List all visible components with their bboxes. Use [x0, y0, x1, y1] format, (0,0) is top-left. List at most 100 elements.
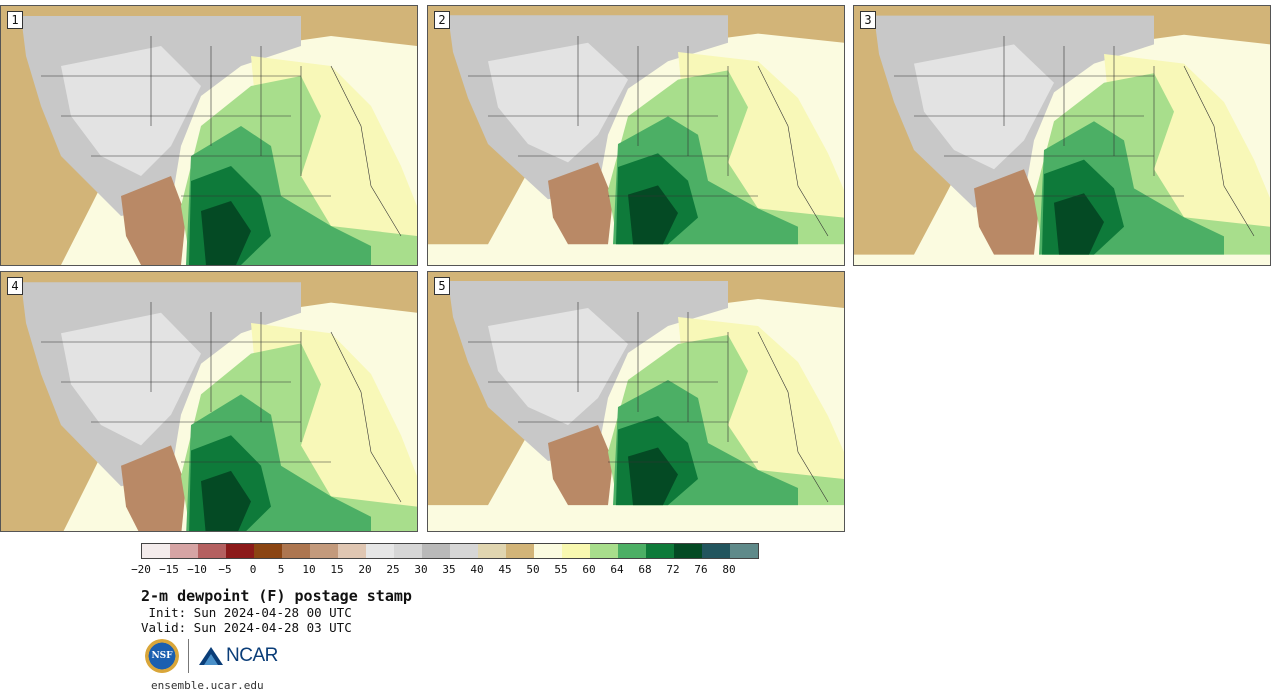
- colorbar-tick-label: 45: [498, 563, 512, 576]
- colorbar-tick-label: 0: [249, 563, 257, 576]
- colorbar-tick-label: 10: [302, 563, 316, 576]
- state-borders: [894, 36, 1255, 237]
- colorbar-swatch: [310, 544, 338, 558]
- colorbar-tick-label: 76: [694, 563, 708, 576]
- brown-desert-field: [548, 162, 613, 245]
- stamp-panel-5: 5: [427, 271, 845, 532]
- logos: NSF NCAR: [145, 637, 278, 675]
- dewpoint-map-1: [1, 6, 417, 265]
- state-border-line: [757, 65, 829, 237]
- deep-green-field: [1054, 193, 1104, 255]
- colorbar-swatch: [366, 544, 394, 558]
- site-url: ensemble.ucar.edu: [151, 679, 264, 692]
- valid-time: Valid: Sun 2024-04-28 03 UTC: [141, 620, 352, 635]
- colorbar-tick-label: −5: [218, 563, 232, 576]
- stamp-panel-2: 2: [427, 5, 845, 266]
- ncar-wordmark: NCAR: [226, 645, 278, 666]
- colorbar-swatch: [534, 544, 562, 558]
- colorbar-swatch: [254, 544, 282, 558]
- deep-green-field: [628, 185, 678, 245]
- light-grey-field: [488, 42, 628, 163]
- colorbar-swatch: [674, 544, 702, 558]
- state-borders: [468, 36, 829, 237]
- colorbar-tick-label: 15: [330, 563, 344, 576]
- colorbar-tick-label: 30: [414, 563, 428, 576]
- colorbar-tick-label: 50: [526, 563, 540, 576]
- field-group: [1, 272, 417, 531]
- light-grey-field: [61, 46, 201, 176]
- brown-desert-field: [974, 169, 1039, 255]
- colorbar-swatch: [282, 544, 310, 558]
- brown-desert-field: [548, 425, 613, 506]
- colorbar-ticks: −20 −15 −10 −5 0 5 10 15 20 25 30 35 40 45 50 55 60 64 68 7…: [131, 563, 757, 577]
- light-grey-field: [914, 44, 1054, 170]
- panel-number: 5: [434, 277, 450, 295]
- stamp-panel-1: 1: [0, 5, 418, 266]
- stamp-panel-3: 3: [853, 5, 1271, 266]
- field-group: [428, 272, 844, 506]
- light-grey-field: [61, 312, 201, 446]
- page-title: 2-m dewpoint (F) postage stamp: [141, 587, 412, 605]
- dewpoint-map-2: [428, 6, 844, 265]
- colorbar-swatch: [226, 544, 254, 558]
- brown-desert-field: [121, 176, 186, 265]
- colorbar-tick-label: −10: [187, 563, 207, 576]
- colorbar-swatch: [730, 544, 758, 558]
- colorbar-swatch: [450, 544, 478, 558]
- logo-divider: [188, 639, 189, 673]
- state-border-line: [1183, 65, 1255, 237]
- state-borders: [41, 36, 402, 237]
- colorbar-tick-label: 25: [386, 563, 400, 576]
- colorbar-swatch: [562, 544, 590, 558]
- dewpoint-map-5: [428, 272, 844, 531]
- field-group: [428, 6, 844, 245]
- colorbar-tick-label: 20: [358, 563, 372, 576]
- dewpoint-map-3: [854, 6, 1270, 265]
- nsf-logo: NSF: [145, 639, 179, 673]
- ncar-mark-icon: [199, 647, 223, 665]
- dewpoint-map-4: [1, 272, 417, 531]
- state-borders: [41, 302, 402, 503]
- init-time: Init: Sun 2024-04-28 00 UTC: [141, 605, 352, 620]
- colorbar-tick-label: 80: [722, 563, 736, 576]
- colorbar-tick-label: 55: [554, 563, 568, 576]
- light-grey-field: [488, 308, 628, 425]
- panel-number: 4: [7, 277, 23, 295]
- stamp-panel-4: 4: [0, 271, 418, 532]
- colorbar-tick-label: 40: [470, 563, 484, 576]
- colorbar-swatch: [590, 544, 618, 558]
- colorbar-tick-label: −15: [159, 563, 179, 576]
- colorbar-swatch: [702, 544, 730, 558]
- colorbar-swatch: [170, 544, 198, 558]
- panel-number: 1: [7, 11, 23, 29]
- colorbar-tick-label: −20: [131, 563, 151, 576]
- colorbar-swatch: [142, 544, 170, 558]
- state-border-line: [330, 65, 402, 237]
- colorbar-swatch: [422, 544, 450, 558]
- field-group: [1, 6, 417, 265]
- deep-green-field: [201, 201, 251, 265]
- colorbar-swatch: [338, 544, 366, 558]
- colorbar-swatch: [394, 544, 422, 558]
- colorbar-tick-label: 60: [582, 563, 596, 576]
- ncar-logo: NCAR: [198, 645, 278, 667]
- colorbar-swatch: [506, 544, 534, 558]
- state-border-line: [757, 331, 829, 503]
- colorbar-tick-label: 72: [666, 563, 680, 576]
- colorbar-tick-label: 35: [442, 563, 456, 576]
- brown-desert-field: [121, 445, 186, 531]
- state-border-line: [330, 331, 402, 503]
- panel-number: 2: [434, 11, 450, 29]
- colorbar-tick-label: 64: [610, 563, 624, 576]
- colorbar-swatch: [478, 544, 506, 558]
- colorbar-swatch: [198, 544, 226, 558]
- colorbar-swatch: [618, 544, 646, 558]
- colorbar-tick-label: 5: [277, 563, 285, 576]
- field-group: [854, 6, 1270, 255]
- panel-number: 3: [860, 11, 876, 29]
- colorbar-swatch: [646, 544, 674, 558]
- state-borders: [468, 302, 829, 503]
- deep-green-field: [201, 470, 251, 531]
- colorbar: [141, 543, 759, 559]
- colorbar-tick-label: 68: [638, 563, 652, 576]
